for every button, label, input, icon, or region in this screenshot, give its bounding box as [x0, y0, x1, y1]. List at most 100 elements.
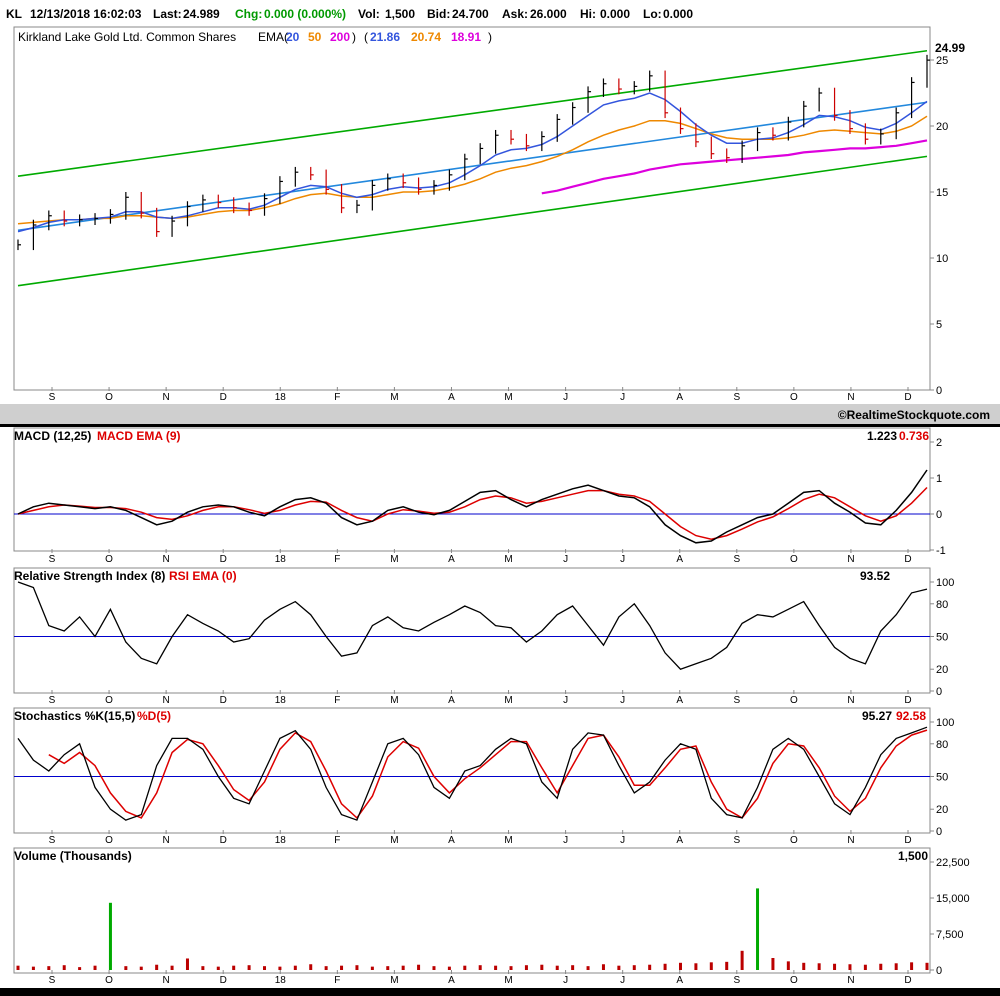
header-ask-value: 26.000	[530, 7, 567, 21]
price-month-label: D	[220, 392, 227, 403]
stoch-d-title: %D(5)	[137, 709, 171, 723]
stoch-ytick-label: 20	[936, 804, 948, 816]
macd-month-label: N	[163, 554, 170, 565]
regression-midline	[17, 101, 928, 232]
stoch-d-value: 92.58	[896, 709, 926, 723]
volume-bar	[155, 964, 159, 970]
price-month-label: O	[105, 392, 113, 403]
volume-bar	[139, 966, 143, 970]
rsi-title: Relative Strength Index (8)	[14, 569, 165, 583]
rsi-month-label: S	[49, 695, 56, 706]
volume-bar	[848, 964, 852, 970]
header-bid-value: 24.700	[452, 7, 489, 21]
volume-bar	[62, 965, 66, 970]
macd-month-label: N	[847, 554, 854, 565]
ema-open-paren: (	[364, 30, 368, 44]
volume-bar	[617, 965, 621, 970]
volume-month-label: S	[49, 975, 56, 986]
price-month-label: F	[334, 392, 340, 403]
price-month-label: S	[733, 392, 740, 403]
macd-ytick-label: -1	[936, 545, 946, 557]
rsi-month-label: N	[847, 695, 854, 706]
volume-month-label: D	[220, 975, 227, 986]
volume-value: 1,500	[898, 849, 928, 863]
rsi-month-label: O	[105, 695, 113, 706]
volume-bar	[910, 962, 914, 970]
macd-line	[17, 469, 928, 544]
header-last-label: Last:	[153, 7, 182, 21]
volume-month-label: S	[733, 975, 740, 986]
header-hi-label: Hi:	[580, 7, 596, 21]
volume-month-label: J	[563, 975, 568, 986]
header-hi-value: 0.000	[600, 7, 630, 21]
rsi-panel-frame	[13, 567, 931, 694]
volume-bar	[771, 958, 775, 970]
header-last-value: 24.989	[183, 7, 220, 21]
volume-bar	[601, 964, 605, 970]
price-ytick-label: 25	[936, 55, 948, 67]
volume-month-label: A	[448, 975, 455, 986]
stoch-month-label: M	[390, 835, 398, 846]
volume-bar	[632, 965, 636, 970]
volume-ytick-label: 15,000	[936, 893, 970, 905]
volume-bar	[509, 966, 513, 970]
header-datetime: 12/13/2018 16:02:03	[30, 7, 142, 21]
macd-month-label: M	[504, 554, 512, 565]
price-month-label: S	[49, 392, 56, 403]
volume-bar	[201, 966, 205, 970]
header-vol-label: Vol:	[358, 7, 380, 21]
price-month-label: D	[904, 392, 911, 403]
volume-month-label: M	[504, 975, 512, 986]
rsi-ytick-label: 20	[936, 664, 948, 676]
volume-bar	[370, 966, 374, 970]
price-ytick-label: 20	[936, 121, 948, 133]
price-month-label: N	[163, 392, 170, 403]
header-chg-label: Chg:	[235, 7, 262, 21]
rsi-month-label: A	[448, 695, 455, 706]
header-lo-label: Lo:	[643, 7, 662, 21]
stoch-month-label: A	[448, 835, 455, 846]
volume-bar	[293, 965, 297, 970]
macd-month-label: D	[220, 554, 227, 565]
macd-panel-frame	[13, 427, 931, 552]
stoch-k-line	[17, 726, 928, 821]
price-ytick-label: 10	[936, 253, 948, 265]
volume-panel-frame	[13, 847, 931, 974]
rsi-month-label: S	[733, 695, 740, 706]
volume-month-label: N	[847, 975, 854, 986]
price-month-label: M	[390, 392, 398, 403]
macd-value: 1.223	[867, 429, 897, 443]
price-title: Kirkland Lake Gold Ltd. Common Shares	[18, 30, 236, 44]
volume-bar	[663, 963, 667, 970]
price-month-label: N	[847, 392, 854, 403]
volume-month-label: M	[390, 975, 398, 986]
price-ytick-label: 5	[936, 319, 942, 331]
volume-bar	[555, 965, 559, 970]
macd-month-label: J	[620, 554, 625, 565]
volume-bar	[648, 964, 652, 970]
rsi-value: 93.52	[860, 569, 890, 583]
volume-bar	[432, 966, 436, 970]
stoch-month-label: 18	[275, 835, 287, 846]
volume-title: Volume (Thousands)	[14, 849, 132, 863]
rsi-month-label: N	[163, 695, 170, 706]
volume-bar	[108, 902, 112, 970]
header-chg-value: 0.000 (0.000%)	[264, 7, 346, 21]
volume-bar	[47, 966, 51, 970]
volume-bar	[232, 965, 236, 970]
volume-bar	[725, 961, 729, 970]
volume-bar	[863, 964, 867, 970]
volume-bar	[263, 966, 267, 970]
ema-p2: 50	[308, 30, 322, 44]
stoch-month-label: D	[220, 835, 227, 846]
rsi-month-label: F	[334, 695, 340, 706]
header-bid-label: Bid:	[427, 7, 450, 21]
volume-bar	[478, 965, 482, 970]
volume-month-label: A	[676, 975, 683, 986]
macd-month-label: 18	[275, 554, 287, 565]
rsi-ytick-label: 80	[936, 599, 948, 611]
price-panel-title: Kirkland Lake Gold Ltd. Common Shares EM…	[18, 30, 492, 44]
volume-bar	[540, 964, 544, 970]
stoch-ytick-label: 80	[936, 739, 948, 751]
header-symbol: KL	[6, 7, 22, 21]
